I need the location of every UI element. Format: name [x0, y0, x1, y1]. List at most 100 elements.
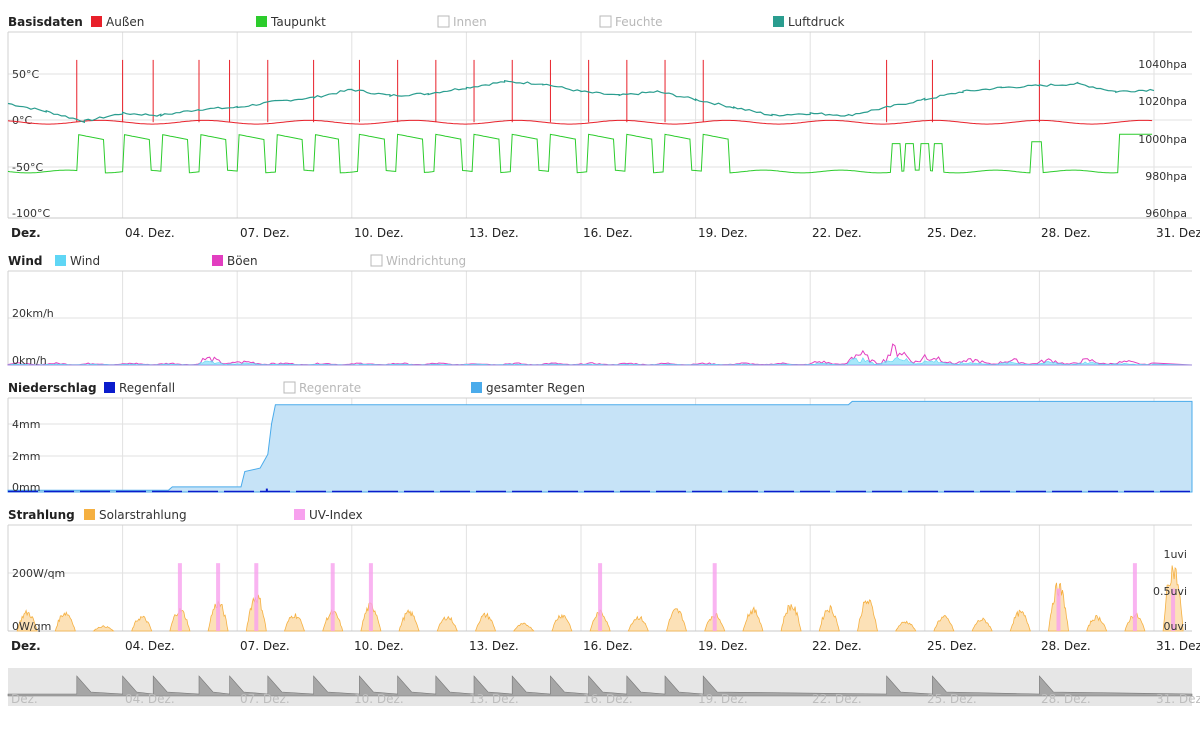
uv-bar	[712, 563, 717, 631]
legend-regenrate[interactable]: Regenrate	[299, 381, 361, 395]
nav-tick: 16. Dez.	[583, 692, 633, 706]
nav-tick: 25. Dez.	[927, 692, 977, 706]
strahlung-rlabel-0: 0uvi	[1163, 620, 1187, 633]
legend-luftdruck[interactable]: Luftdruck	[788, 15, 845, 29]
basisdaten-ylabel-0: 0°C	[12, 114, 32, 127]
xaxis2-tick: 22. Dez.	[812, 639, 862, 653]
legend-regenfall[interactable]: Regenfall	[119, 381, 175, 395]
legend-boeen-swatch[interactable]	[212, 255, 223, 266]
basisdaten-title: Basisdaten	[8, 15, 83, 29]
nav-tick: 07. Dez.	[240, 692, 290, 706]
legend-gesamter-regen[interactable]: gesamter Regen	[486, 381, 585, 395]
legend-regenrate-swatch[interactable]	[283, 381, 296, 394]
nav-tick: 22. Dez.	[812, 692, 862, 706]
strahlung-rlabel-05: 0.5uvi	[1153, 585, 1187, 598]
strahlung-title: Strahlung	[8, 508, 75, 522]
nav-tick: 04. Dez.	[125, 692, 175, 706]
boeen-line	[7, 343, 1193, 366]
xaxis2-tick: 07. Dez.	[240, 639, 290, 653]
solar-peak	[551, 613, 573, 632]
solar-peak	[512, 622, 535, 632]
basisdaten-legend: Außen Taupunkt Innen Feuchte Luftdruck	[91, 15, 845, 29]
wind-ylabel-20: 20km/h	[12, 307, 54, 320]
uv-bar	[598, 563, 603, 631]
legend-windrichtung-swatch[interactable]	[370, 254, 383, 267]
legend-gesamter-regen-swatch[interactable]	[471, 382, 482, 393]
legend-windrichtung[interactable]: Windrichtung	[386, 254, 466, 268]
strahlung-rlabel-1: 1uvi	[1163, 548, 1187, 561]
legend-luftdruck-swatch[interactable]	[773, 16, 784, 27]
niederschlag-axis-left: 4mm 2mm 0mm	[12, 418, 40, 494]
basisdaten-ylabel-50: 50°C	[12, 68, 39, 81]
xaxis2-tick: 10. Dez.	[354, 639, 404, 653]
strahlung-series	[16, 563, 1184, 632]
solar-peak	[131, 615, 153, 632]
wind-legend: Wind Böen Windrichtung	[55, 254, 466, 268]
basisdaten-series	[7, 59, 1155, 174]
wind-axis-left: 20km/h 0km/h	[12, 307, 54, 367]
uv-bar	[177, 563, 182, 631]
legend-solar-swatch[interactable]	[84, 509, 95, 520]
strahlung-ylabel-0: 0W/qm	[12, 620, 51, 633]
legend-taupunkt[interactable]: Taupunkt	[270, 15, 326, 29]
navigator-area	[7, 675, 1193, 697]
legend-uv[interactable]: UV-Index	[309, 508, 363, 522]
regenfall-bar	[265, 488, 268, 492]
uv-bar	[254, 563, 259, 631]
xaxis1-tick: 28. Dez.	[1041, 226, 1091, 240]
niederschlag-title: Niederschlag	[8, 381, 97, 395]
solar-peak	[818, 604, 840, 632]
nav-tick: 13. Dez.	[469, 692, 519, 706]
solar-peak	[283, 613, 306, 632]
navigator-x-axis: Dez. 04. Dez. 07. Dez. 10. Dez. 13. Dez.…	[11, 692, 1200, 706]
xaxis1-tick: 16. Dez.	[583, 226, 633, 240]
xaxis1-tick: 19. Dez.	[698, 226, 748, 240]
uv-bar	[368, 563, 373, 631]
uv-bar	[330, 563, 335, 631]
nav-tick: 28. Dez.	[1041, 692, 1091, 706]
legend-regenfall-swatch[interactable]	[104, 382, 115, 393]
uv-bar	[216, 563, 221, 631]
basisdaten-plot	[7, 31, 1192, 219]
legend-uv-swatch[interactable]	[294, 509, 305, 520]
strahlung-axis-left: 200W/qm 0W/qm	[12, 567, 65, 633]
legend-wind[interactable]: Wind	[70, 254, 100, 268]
xaxis2-tick: 28. Dez.	[1041, 639, 1091, 653]
legend-boeen[interactable]: Böen	[227, 254, 258, 268]
taupunkt-line	[7, 133, 1153, 174]
xaxis2-tick: 19. Dez.	[698, 639, 748, 653]
solar-peak	[398, 609, 420, 632]
uv-bar	[1132, 563, 1137, 631]
legend-solar[interactable]: Solarstrahlung	[99, 508, 187, 522]
solar-peak	[933, 614, 955, 632]
solar-peak	[971, 617, 993, 632]
solar-peak	[857, 599, 878, 632]
gesamter-regen-area	[7, 400, 1193, 493]
wind-plot	[7, 270, 1192, 366]
xaxis2-tick: 16. Dez.	[583, 639, 633, 653]
nav-tick: 31. Dez.	[1156, 692, 1200, 706]
legend-feuchte-swatch[interactable]	[599, 15, 612, 28]
legend-wind-swatch[interactable]	[55, 255, 66, 266]
legend-aussen-swatch[interactable]	[91, 16, 102, 27]
xaxis2-tick: 25. Dez.	[927, 639, 977, 653]
xaxis1-tick: 07. Dez.	[240, 226, 290, 240]
solar-peak	[627, 615, 649, 632]
uv-bar	[1171, 588, 1176, 631]
solar-peak	[92, 625, 115, 632]
legend-taupunkt-swatch[interactable]	[256, 16, 267, 27]
navigator[interactable]: Dez. 04. Dez. 07. Dez. 10. Dez. 13. Dez.…	[7, 668, 1200, 706]
xaxis1-tick: 22. Dez.	[812, 226, 862, 240]
solar-peak	[1086, 615, 1108, 632]
solar-peak	[780, 604, 802, 632]
basisdaten-rlabel-1000: 1000hpa	[1138, 133, 1187, 146]
niederschlag-series	[7, 400, 1193, 493]
panel-niederschlag: Niederschlag Regenfall Regenrate gesamte…	[7, 381, 1193, 494]
legend-innen-swatch[interactable]	[437, 15, 450, 28]
wind-title: Wind	[8, 254, 42, 268]
basisdaten-rlabel-1020: 1020hpa	[1138, 95, 1187, 108]
legend-feuchte[interactable]: Feuchte	[615, 15, 663, 29]
legend-aussen[interactable]: Außen	[106, 15, 144, 29]
basisdaten-rlabel-1040: 1040hpa	[1138, 58, 1187, 71]
legend-innen[interactable]: Innen	[453, 15, 487, 29]
